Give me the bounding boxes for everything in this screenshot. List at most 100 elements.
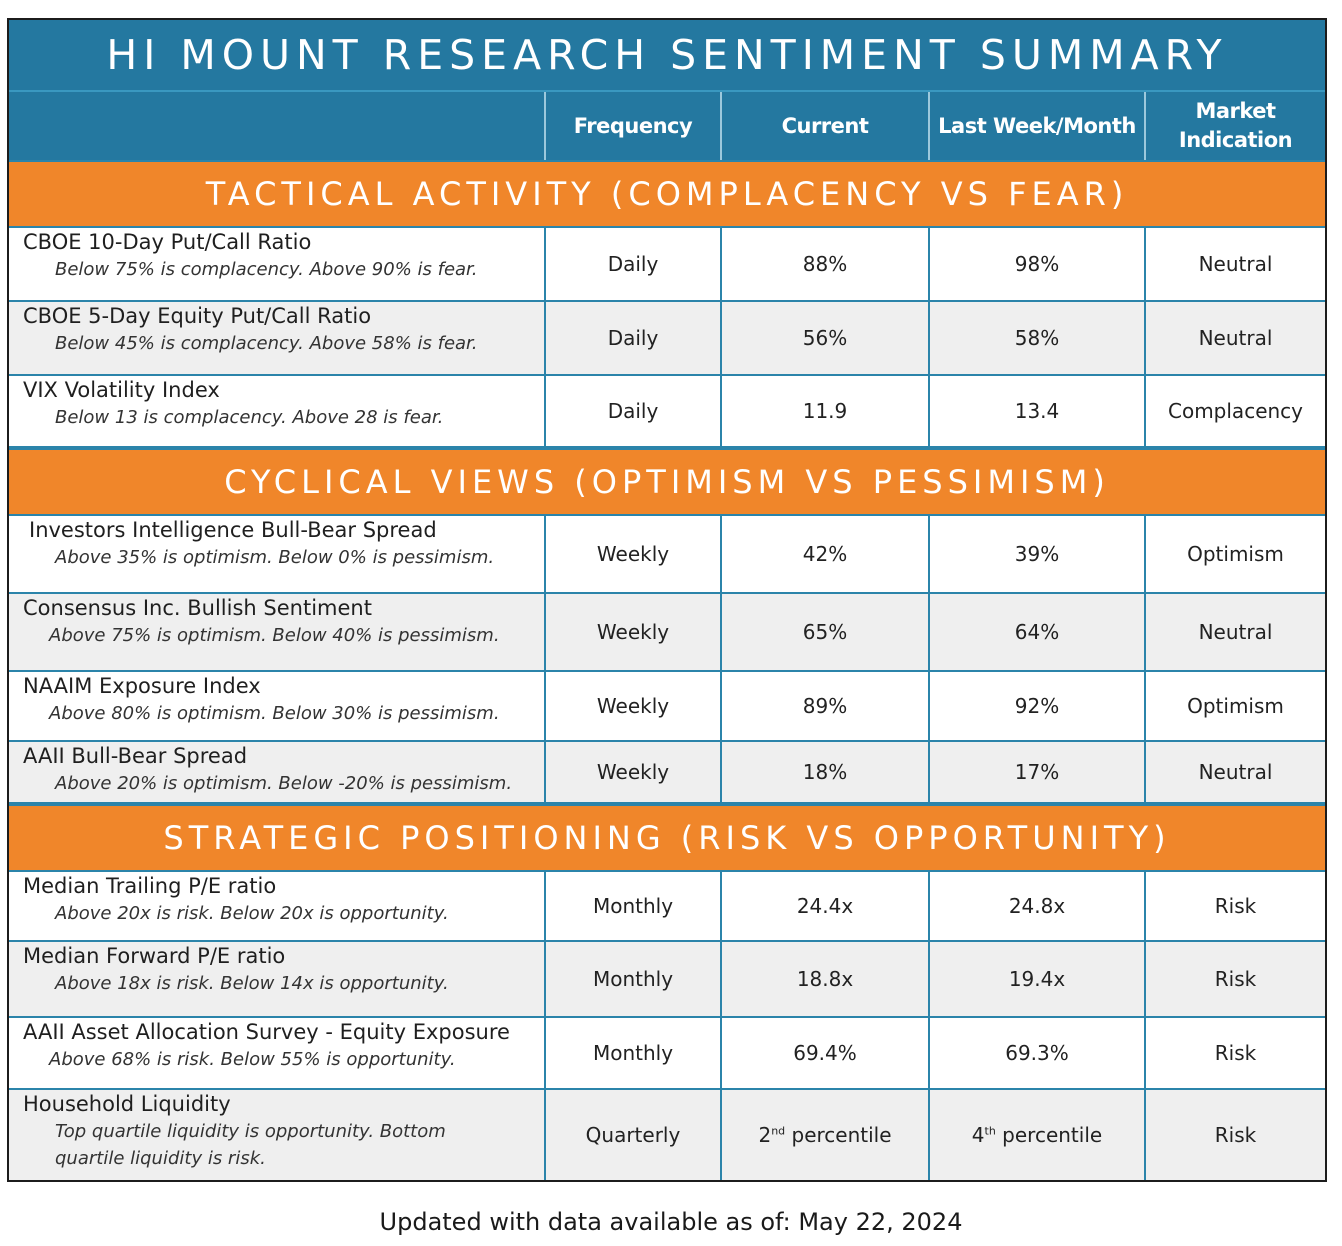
last-cell: 58% xyxy=(930,302,1146,376)
indicator-name: Median Forward P/E ratio xyxy=(23,944,286,968)
last-cell: 19.4x xyxy=(930,942,1146,1018)
last-cell: 13.4 xyxy=(930,376,1146,448)
header-last: Last Week/Month xyxy=(930,92,1146,160)
current-cell: 2nd percentile xyxy=(722,1090,930,1180)
current-cell: 24.4x xyxy=(722,872,930,942)
table-row: Household Liquidity Top quartile liquidi… xyxy=(9,1090,1325,1180)
indicator-description: Below 75% is complacency. Above 90% is f… xyxy=(55,259,478,280)
frequency-cell: Daily xyxy=(546,376,722,448)
indicator-name: AAII Bull-Bear Spread xyxy=(23,744,248,768)
frequency-cell: Monthly xyxy=(546,872,722,942)
indication-cell: Optimism xyxy=(1146,672,1325,742)
current-cell: 18% xyxy=(722,742,930,804)
current-cell: 18.8x xyxy=(722,942,930,1018)
table-row: CBOE 10-Day Put/Call Ratio Below 75% is … xyxy=(9,228,1325,302)
current-cell: 89% xyxy=(722,672,930,742)
last-cell: 39% xyxy=(930,516,1146,594)
header-frequency: Frequency xyxy=(546,92,722,160)
current-cell: 65% xyxy=(722,594,930,672)
indication-cell: Neutral xyxy=(1146,228,1325,302)
current-cell: 88% xyxy=(722,228,930,302)
indicator-description: Above 68% is risk. Below 55% is opportun… xyxy=(49,1049,456,1070)
indicator-description: Above 75% is optimism. Below 40% is pess… xyxy=(49,625,500,646)
table-row: Investors Intelligence Bull-Bear Spread … xyxy=(9,516,1325,594)
indication-cell: Risk xyxy=(1146,942,1325,1018)
indicator-cell: Investors Intelligence Bull-Bear Spread … xyxy=(9,516,546,594)
column-header-row: Frequency Current Last Week/Month Market… xyxy=(9,90,1325,160)
current-cell: 69.4% xyxy=(722,1018,930,1090)
frequency-cell: Quarterly xyxy=(546,1090,722,1180)
table-row: AAII Asset Allocation Survey - Equity Ex… xyxy=(9,1018,1325,1090)
current-cell: 56% xyxy=(722,302,930,376)
table-row: AAII Bull-Bear Spread Above 20% is optim… xyxy=(9,742,1325,804)
indicator-description: Below 45% is complacency. Above 58% is f… xyxy=(55,333,478,354)
indication-cell: Neutral xyxy=(1146,594,1325,672)
last-value: 4th percentile xyxy=(971,1123,1103,1147)
table-title: HI MOUNT RESEARCH SENTIMENT SUMMARY xyxy=(9,20,1325,90)
indicator-description: Below 13 is complacency. Above 28 is fea… xyxy=(55,407,444,428)
indicator-name: AAII Asset Allocation Survey - Equity Ex… xyxy=(23,1020,510,1044)
frequency-cell: Weekly xyxy=(546,742,722,804)
last-cell: 24.8x xyxy=(930,872,1146,942)
last-cell: 64% xyxy=(930,594,1146,672)
indicator-description: Above 35% is optimism. Below 0% is pessi… xyxy=(55,547,495,568)
indicator-cell: NAAIM Exposure Index Above 80% is optimi… xyxy=(9,672,546,742)
indicator-name: CBOE 10-Day Put/Call Ratio xyxy=(23,230,312,254)
updated-footer: Updated with data available as of: May 2… xyxy=(379,1208,963,1236)
indicator-description: Above 20% is optimism. Below -20% is pes… xyxy=(55,773,513,794)
table-row: Median Forward P/E ratio Above 18x is ri… xyxy=(9,942,1325,1018)
indicator-cell: CBOE 10-Day Put/Call Ratio Below 75% is … xyxy=(9,228,546,302)
indicator-name: NAAIM Exposure Index xyxy=(23,674,261,698)
table-row: Consensus Inc. Bullish Sentiment Above 7… xyxy=(9,594,1325,672)
header-indicator xyxy=(9,92,546,160)
sentiment-summary-table: HI MOUNT RESEARCH SENTIMENT SUMMARY Freq… xyxy=(7,18,1327,1182)
indicator-cell: CBOE 5-Day Equity Put/Call Ratio Below 4… xyxy=(9,302,546,376)
indication-cell: Neutral xyxy=(1146,302,1325,376)
last-cell: 4th percentile xyxy=(930,1090,1146,1180)
indicator-name: Investors Intelligence Bull-Bear Spread xyxy=(29,518,437,542)
indication-cell: Risk xyxy=(1146,1018,1325,1090)
table-row: VIX Volatility Index Below 13 is complac… xyxy=(9,376,1325,448)
frequency-cell: Monthly xyxy=(546,942,722,1018)
indication-cell: Risk xyxy=(1146,872,1325,942)
current-cell: 11.9 xyxy=(722,376,930,448)
indicator-name: Consensus Inc. Bullish Sentiment xyxy=(23,596,372,620)
indicator-cell: AAII Bull-Bear Spread Above 20% is optim… xyxy=(9,742,546,804)
last-cell: 17% xyxy=(930,742,1146,804)
indication-cell: Neutral xyxy=(1146,742,1325,804)
indication-cell: Optimism xyxy=(1146,516,1325,594)
header-indication: Market Indication xyxy=(1178,99,1293,152)
last-cell: 92% xyxy=(930,672,1146,742)
indicator-description: Top quartile liquidity is opportunity. B… xyxy=(55,1121,446,1169)
indication-cell: Risk xyxy=(1214,1123,1257,1147)
indicator-cell: Median Trailing P/E ratio Above 20x is r… xyxy=(9,872,546,942)
last-cell: 98% xyxy=(930,228,1146,302)
indication-cell: Complacency xyxy=(1146,376,1325,448)
section-title-strategic: STRATEGIC POSITIONING (RISK VS OPPORTUNI… xyxy=(9,804,1325,872)
last-cell: 69.3% xyxy=(930,1018,1146,1090)
current-value: 2nd percentile xyxy=(758,1123,892,1147)
indicator-name: CBOE 5-Day Equity Put/Call Ratio xyxy=(23,304,372,328)
table-row: NAAIM Exposure Index Above 80% is optimi… xyxy=(9,672,1325,742)
indicator-cell: AAII Asset Allocation Survey - Equity Ex… xyxy=(9,1018,546,1090)
frequency-cell: Daily xyxy=(546,302,722,376)
indicator-cell: VIX Volatility Index Below 13 is complac… xyxy=(9,376,546,448)
frequency-cell: Weekly xyxy=(546,516,722,594)
section-title-tactical: TACTICAL ACTIVITY (COMPLACENCY VS FEAR) xyxy=(9,160,1325,228)
frequency-cell: Weekly xyxy=(546,594,722,672)
indicator-cell: Household Liquidity Top quartile liquidi… xyxy=(9,1090,546,1180)
indicator-name: Median Trailing P/E ratio xyxy=(23,874,277,898)
section-title-cyclical: CYCLICAL VIEWS (OPTIMISM VS PESSIMISM) xyxy=(9,448,1325,516)
frequency-cell: Weekly xyxy=(546,672,722,742)
table-row: CBOE 5-Day Equity Put/Call Ratio Below 4… xyxy=(9,302,1325,376)
header-current: Current xyxy=(722,92,930,160)
indicator-name: VIX Volatility Index xyxy=(23,378,220,402)
indicator-name: Household Liquidity xyxy=(23,1092,231,1116)
indicator-description: Above 18x is risk. Below 14x is opportun… xyxy=(55,973,449,994)
table-row: Median Trailing P/E ratio Above 20x is r… xyxy=(9,872,1325,942)
current-cell: 42% xyxy=(722,516,930,594)
indicator-cell: Consensus Inc. Bullish Sentiment Above 7… xyxy=(9,594,546,672)
indicator-cell: Median Forward P/E ratio Above 18x is ri… xyxy=(9,942,546,1018)
indicator-description: Above 80% is optimism. Below 30% is pess… xyxy=(49,703,500,724)
frequency-cell: Daily xyxy=(546,228,722,302)
